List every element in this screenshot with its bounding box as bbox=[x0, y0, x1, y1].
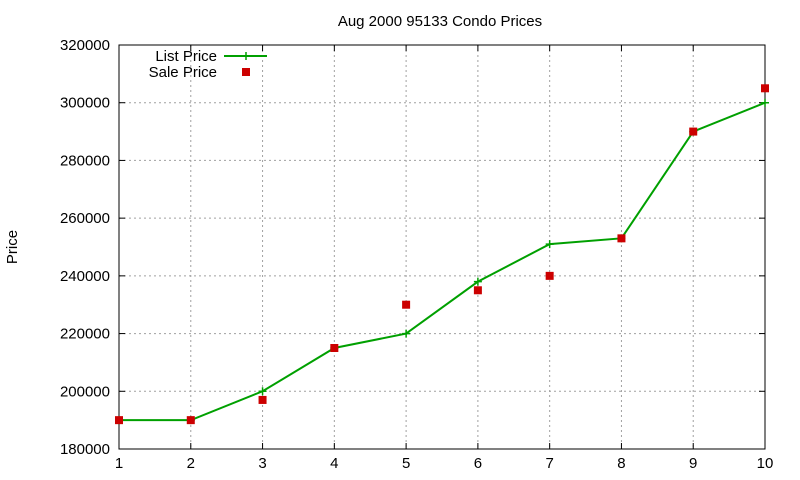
y-tick-label: 280000 bbox=[60, 152, 110, 169]
sale-price-point bbox=[473, 286, 482, 295]
plot-border bbox=[118, 44, 766, 450]
sale-price-point bbox=[402, 300, 411, 309]
x-tick-label: 9 bbox=[689, 455, 697, 472]
y-axis-label: Price bbox=[4, 230, 21, 264]
list-price-point bbox=[545, 240, 554, 249]
y-tick-label: 200000 bbox=[60, 383, 110, 400]
sale-price-point bbox=[545, 271, 554, 280]
sale-price-point bbox=[689, 127, 698, 136]
series-layer bbox=[115, 84, 769, 425]
x-tick-label: 4 bbox=[330, 455, 338, 472]
x-tick-label: 7 bbox=[545, 455, 553, 472]
grid-lines bbox=[118, 44, 766, 450]
x-tick-label: 10 bbox=[757, 455, 774, 472]
chart-title: Aug 2000 95133 Condo Prices bbox=[338, 13, 542, 30]
legend-label: List Price bbox=[155, 48, 217, 65]
y-tick-label: 220000 bbox=[60, 326, 110, 343]
axis-ticks: 1 2 3 4 5 6 7 8 9 10 180000 200000 220000 240000 26000… bbox=[60, 37, 773, 472]
list-price-point bbox=[402, 329, 411, 338]
list-price-point bbox=[258, 387, 267, 396]
sale-price-point bbox=[330, 344, 339, 352]
y-tick-label: 260000 bbox=[60, 210, 110, 227]
x-tick-label: 6 bbox=[474, 455, 482, 472]
list-price-line bbox=[119, 101, 766, 422]
sale-price-point bbox=[761, 84, 769, 93]
legend-label: Sale Price bbox=[149, 64, 217, 81]
x-tick-label: 8 bbox=[617, 455, 625, 472]
list-price-point bbox=[761, 98, 769, 107]
x-tick-label: 1 bbox=[115, 455, 123, 472]
sale-price-point bbox=[258, 395, 267, 404]
x-tick-label: 3 bbox=[258, 455, 266, 472]
x-tick-label: 2 bbox=[187, 455, 195, 472]
sale-price-point bbox=[617, 234, 626, 243]
sale-price-point bbox=[186, 416, 195, 425]
legend-marker-list-price bbox=[242, 52, 250, 60]
sale-price-point bbox=[115, 416, 123, 425]
plot-frame bbox=[118, 44, 766, 450]
x-tick-label: 5 bbox=[402, 455, 410, 472]
legend-swatch-sale-price bbox=[242, 68, 250, 76]
y-tick-label: 240000 bbox=[60, 268, 110, 285]
y-tick-label: 180000 bbox=[60, 441, 110, 458]
y-tick-label: 320000 bbox=[60, 37, 110, 54]
list-price-point bbox=[473, 277, 482, 286]
y-tick-label: 300000 bbox=[60, 95, 110, 112]
